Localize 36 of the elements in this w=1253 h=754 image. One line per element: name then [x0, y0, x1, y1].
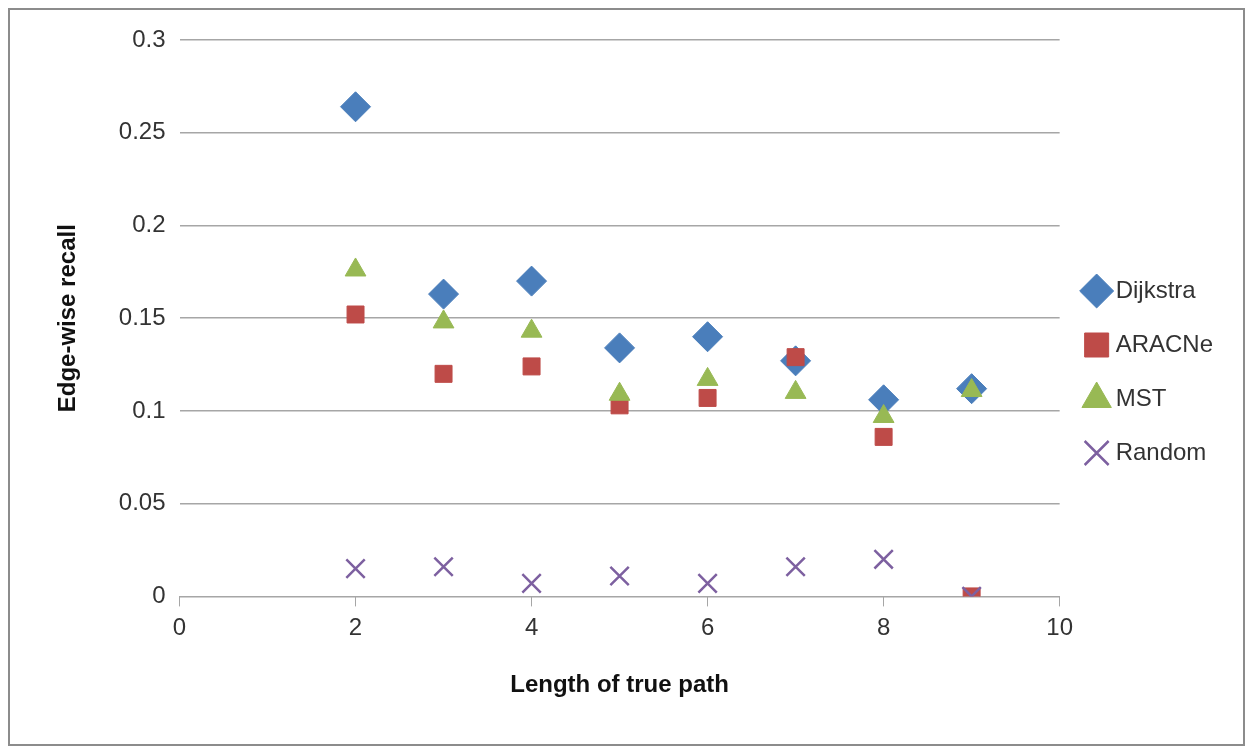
- y-axis-title: Edge-wise recall: [53, 224, 81, 413]
- legend-label: Random: [1115, 437, 1207, 465]
- point: [609, 565, 631, 587]
- point: [692, 321, 724, 353]
- x-tick-label: 8: [876, 613, 891, 641]
- legend-label: Dijkstra: [1115, 275, 1197, 303]
- point: [516, 265, 548, 297]
- x-tick-label: 2: [348, 613, 363, 641]
- point: [434, 364, 453, 383]
- point: [604, 332, 636, 364]
- point: [874, 427, 893, 446]
- y-tick-label: 0.05: [118, 488, 166, 516]
- point: [340, 91, 372, 123]
- point: [697, 572, 719, 594]
- y-tick-label: 0.15: [118, 302, 166, 330]
- point: [428, 278, 460, 310]
- x-axis-title: Length of true path: [510, 670, 729, 698]
- y-tick-label: 0.25: [118, 117, 166, 145]
- point: [521, 572, 543, 594]
- x-tick-label: 6: [700, 613, 715, 641]
- legend-label: ARACNe: [1115, 329, 1213, 357]
- point: [873, 548, 895, 570]
- x-tick-label: 0: [172, 613, 187, 641]
- y-tick-label: 0.2: [132, 210, 166, 238]
- point: [345, 558, 366, 580]
- point: [522, 357, 541, 376]
- x-tick-label: 4: [524, 613, 539, 641]
- point: [785, 556, 807, 578]
- y-tick-label: 0: [152, 581, 166, 609]
- point: [433, 556, 454, 578]
- point: [346, 305, 365, 324]
- point: [698, 388, 717, 407]
- y-tick-label: 0.1: [132, 395, 166, 423]
- y-tick-label: 0.3: [132, 24, 166, 52]
- x-tick-label: 10: [1046, 613, 1073, 641]
- legend-label: MST: [1115, 383, 1167, 411]
